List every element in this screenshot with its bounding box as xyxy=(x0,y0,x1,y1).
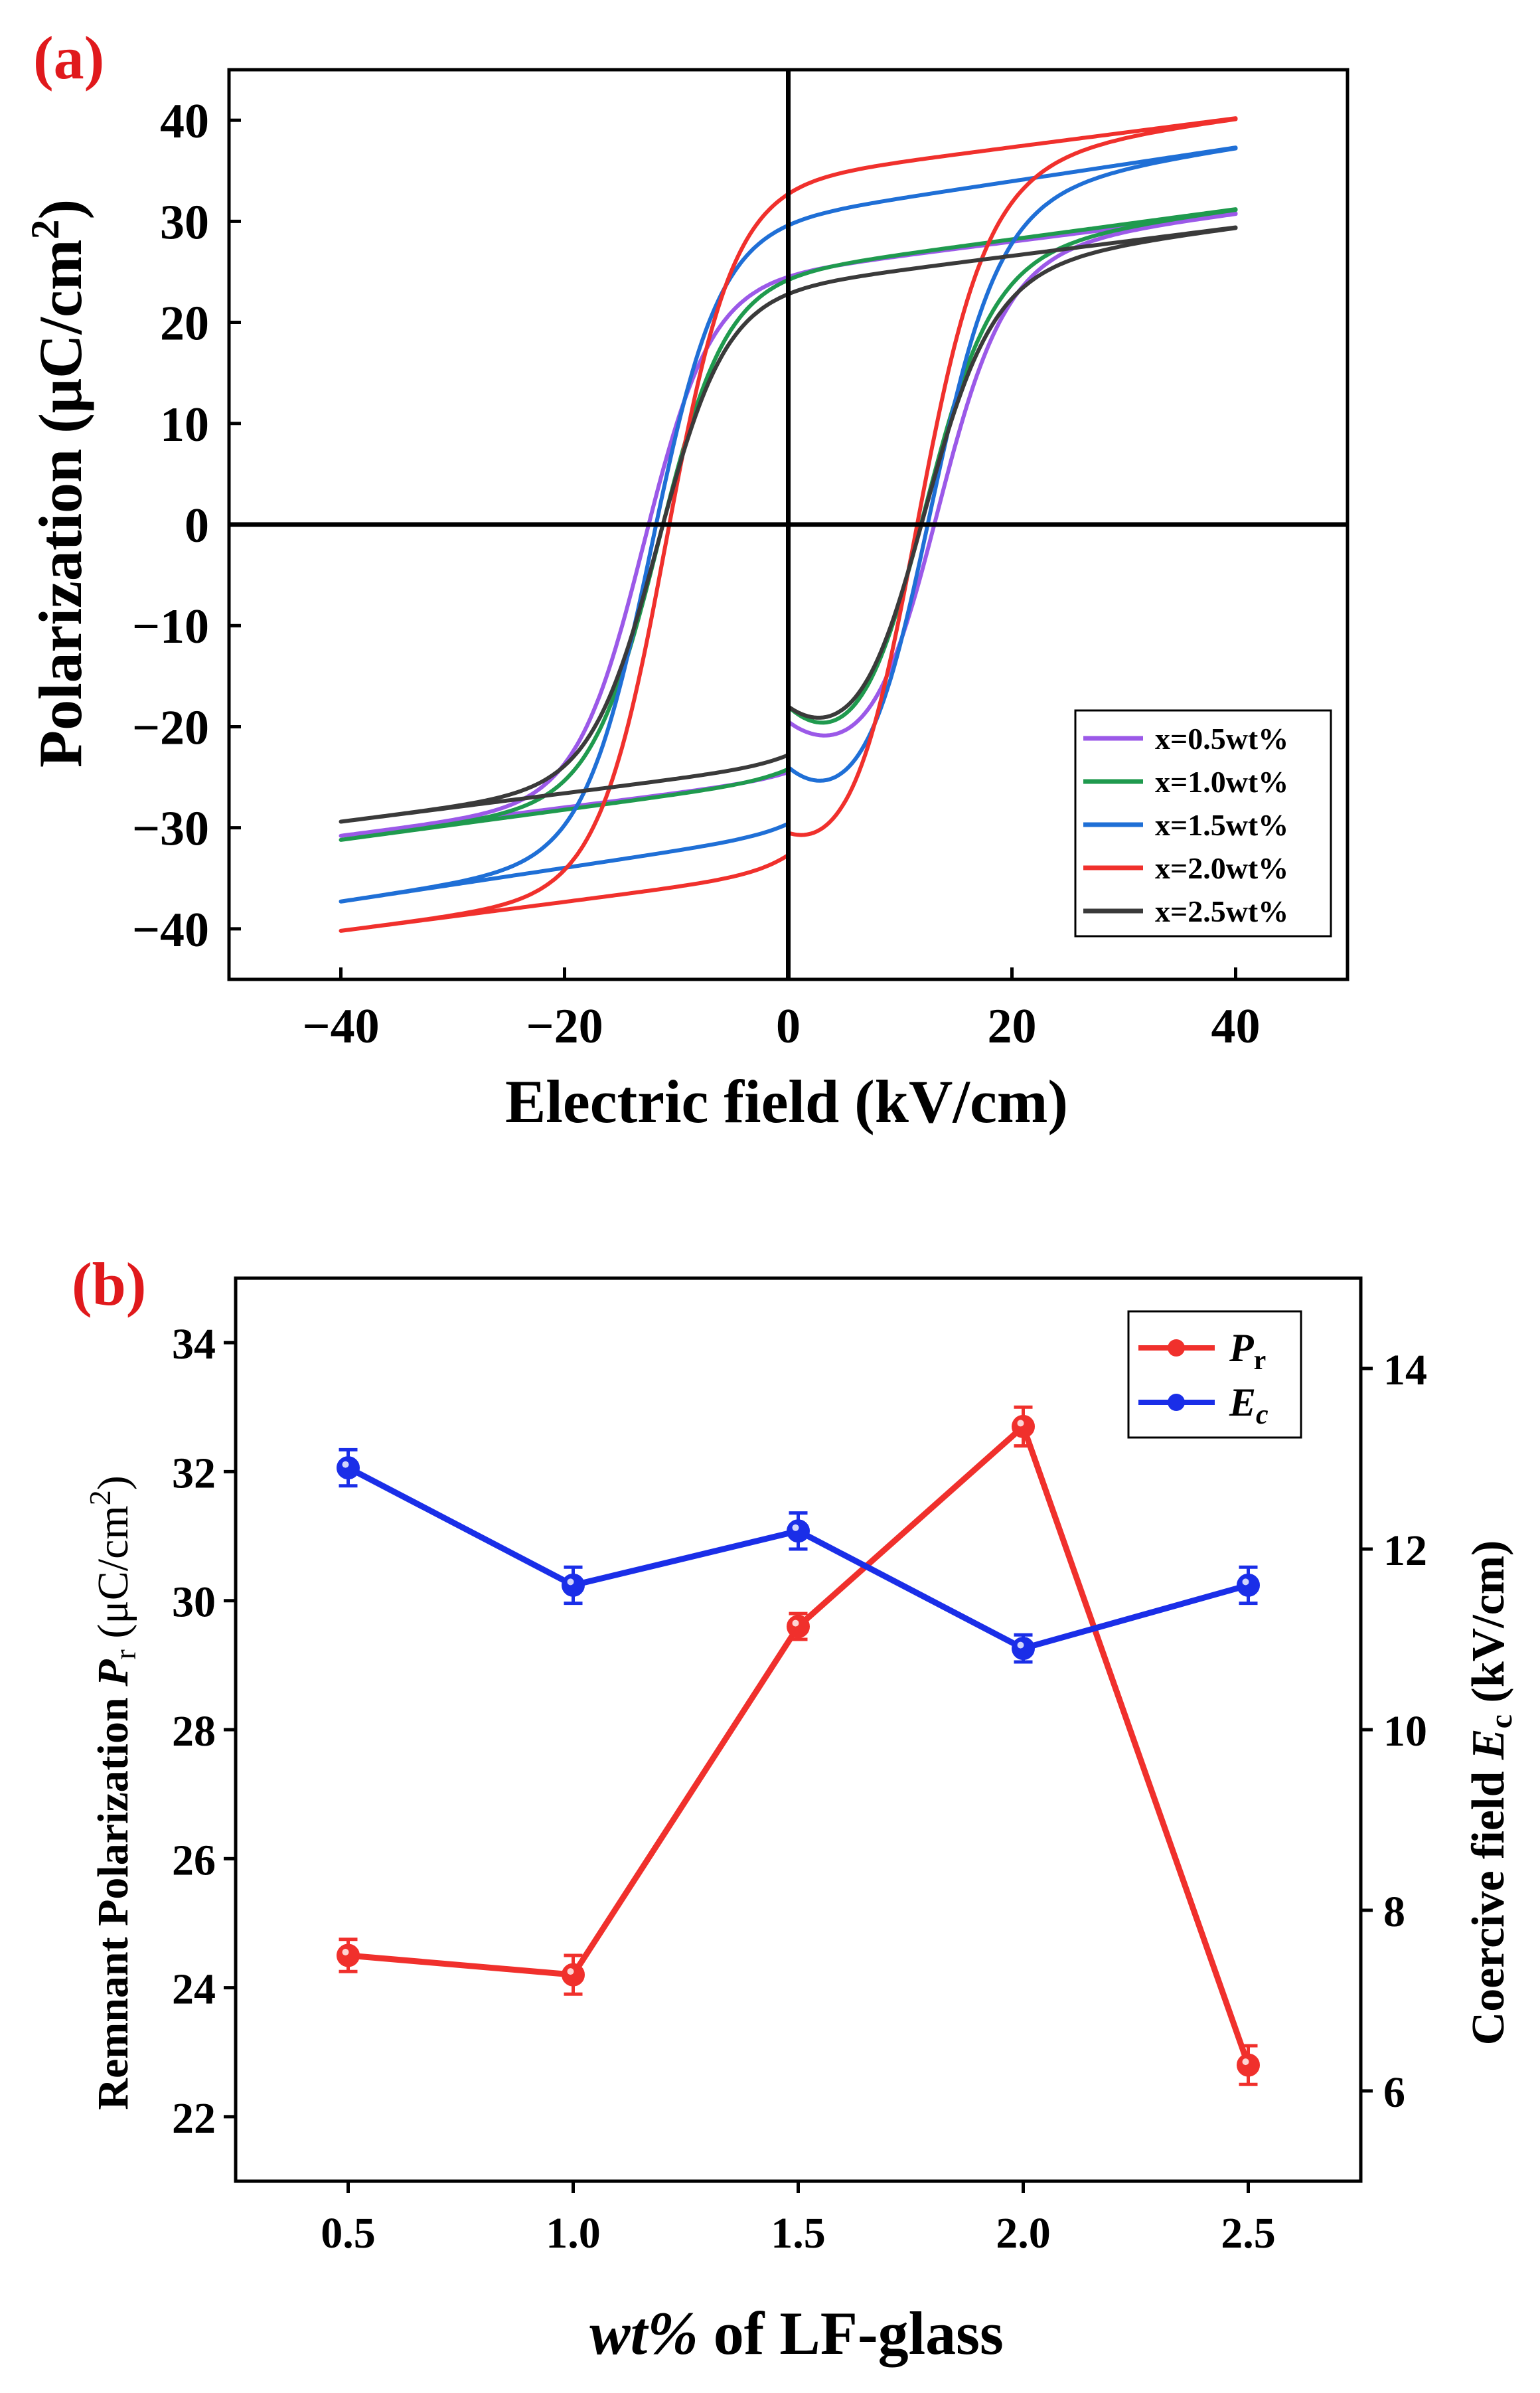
right-y-tick-label: 10 xyxy=(1383,1707,1427,1756)
left-y-tick-label: 22 xyxy=(172,2094,216,2143)
x-tick-label: 0 xyxy=(776,999,801,1054)
panel-b-x-axis-title-italic: wt% xyxy=(589,2299,698,2367)
panel-b-right-y-axis-title: Coercive field Ec (kV/cm) xyxy=(1463,1540,1519,2046)
data-point-highlight xyxy=(1017,1641,1024,1649)
right-y-title-text: Coercive field xyxy=(1463,1772,1514,2046)
right-y-title-var: E xyxy=(1463,1728,1514,1760)
y-tick-label: 20 xyxy=(160,297,209,351)
left-y-title-text: Remnant Polarization xyxy=(89,1697,137,2109)
right-y-tick-label: 12 xyxy=(1383,1527,1427,1575)
data-point-highlight xyxy=(342,1949,349,1955)
left-y-tick-label: 30 xyxy=(172,1578,216,1627)
left-y-tick-label: 24 xyxy=(172,1965,216,2014)
panel-b-left-y-axis-title: Remnant Polarization Pr (μC/cm2) xyxy=(83,1475,142,2109)
data-point-c xyxy=(337,1456,360,1480)
data-point-r xyxy=(1012,1414,1035,1438)
legend-entry-label: x=2.0wt% xyxy=(1155,851,1288,885)
data-point-r xyxy=(337,1943,360,1967)
panel-a-y-axis-title: Polarization (μC/cm2) xyxy=(23,199,94,768)
left-y-title-sub: r xyxy=(108,1649,142,1659)
legend-entry-label: Ec xyxy=(1229,1380,1269,1430)
panel-b-left-y-ticks: 22 24 26 28 30 32 34 xyxy=(172,1320,236,2143)
legend-entry-label: Pr xyxy=(1229,1326,1266,1376)
panel-b-pr-ec-chart: (b) 0.5 1.0 1.5 2.0 2.5 22 24 26 28 30 32 34 6 8 10 1… xyxy=(72,1250,1519,2367)
x-tick-label: 40 xyxy=(1211,999,1261,1054)
data-point-highlight xyxy=(792,1619,799,1627)
y-tick-label: −20 xyxy=(132,701,209,755)
data-point-highlight xyxy=(342,1461,349,1468)
panel-b-x-axis-title: wt% of LF-glass xyxy=(589,2299,1004,2367)
y-tick-label: 30 xyxy=(160,195,209,250)
panel-b-series xyxy=(337,1405,1260,2086)
x-tick-label: 20 xyxy=(988,999,1037,1054)
panel-a-y-axis-title-end: ) xyxy=(27,199,94,220)
x-tick-label: 1.0 xyxy=(546,2209,601,2258)
data-point-highlight xyxy=(567,1968,574,1975)
right-y-tick-label: 14 xyxy=(1383,1346,1427,1394)
data-point-c xyxy=(562,1573,585,1597)
panel-a-label: (a) xyxy=(33,24,104,92)
legend-entry-label: x=1.5wt% xyxy=(1155,808,1288,842)
right-y-tick-label: 8 xyxy=(1383,1888,1405,1936)
panel-b-right-y-ticks: 6 8 10 12 14 xyxy=(1361,1346,1427,2117)
x-tick-label: 2.0 xyxy=(996,2209,1051,2258)
left-y-tick-label: 34 xyxy=(172,1320,216,1368)
data-point-c xyxy=(1237,1573,1260,1597)
left-y-title-end: ) xyxy=(89,1475,137,1490)
panel-b-x-axis-title-rest: of LF-glass xyxy=(698,2299,1004,2367)
data-point-c xyxy=(787,1519,810,1543)
data-point-highlight xyxy=(567,1578,574,1586)
legend-marker xyxy=(1168,1339,1185,1357)
panel-b-legend-box xyxy=(1127,1310,1302,1439)
x-tick-label: 2.5 xyxy=(1221,2209,1276,2258)
left-y-tick-label: 26 xyxy=(172,1836,216,1884)
legend-entry-label: x=2.5wt% xyxy=(1155,894,1288,928)
x-tick-label: −20 xyxy=(526,999,603,1054)
left-y-tick-label: 32 xyxy=(172,1449,216,1497)
right-y-title-sub: c xyxy=(1484,1714,1519,1728)
data-point-r xyxy=(787,1615,810,1639)
panel-a-y-axis-title-sup: 2 xyxy=(23,220,67,240)
panel-b-x-ticks: 0.5 1.0 1.5 2.0 2.5 xyxy=(321,2181,1276,2258)
right-y-title-unit: (kV/cm) xyxy=(1463,1540,1514,1714)
y-tick-label: 40 xyxy=(160,94,209,149)
x-tick-label: 0.5 xyxy=(321,2209,376,2258)
data-point-highlight xyxy=(1242,2058,1249,2066)
left-y-title-var: P xyxy=(89,1659,137,1687)
data-point-c xyxy=(1012,1637,1035,1661)
legend-entry-label: x=1.0wt% xyxy=(1155,765,1288,799)
data-point-highlight xyxy=(792,1524,799,1531)
data-point-highlight xyxy=(1242,1578,1249,1586)
y-tick-label: 0 xyxy=(185,499,209,553)
left-y-title-unit: (μC/cm xyxy=(89,1505,137,1649)
panel-a-y-ticks: −40 −30 −20 −10 0 10 20 30 40 xyxy=(132,94,241,957)
y-tick-label: −30 xyxy=(132,802,209,857)
data-point-highlight xyxy=(1017,1420,1024,1427)
panel-a-legend: x=0.5wt% x=1.0wt% x=1.5wt% x=2.0wt% x=2.5wt% xyxy=(1074,709,1332,938)
x-tick-label: 1.5 xyxy=(771,2209,826,2258)
panel-b-label: (b) xyxy=(72,1250,146,1318)
data-point-r xyxy=(562,1963,585,1987)
legend-entry-label: x=0.5wt% xyxy=(1155,722,1288,756)
right-y-tick-label: 6 xyxy=(1383,2068,1405,2117)
panel-a-x-axis-title: Electric field (kV/cm) xyxy=(505,1068,1068,1135)
left-y-tick-label: 28 xyxy=(172,1707,216,1756)
panel-a-y-axis-title-main: Polarization (μC/cm xyxy=(27,240,94,768)
panel-a-x-ticks: −40 −20 0 20 40 xyxy=(302,967,1261,1054)
y-tick-label: −40 xyxy=(132,903,209,957)
panel-a-hysteresis-chart: (a) −40 −20 0 20 40 −40 −30 −20 −10 0 10 20 30 40 El… xyxy=(23,24,1349,1135)
legend-marker xyxy=(1168,1394,1185,1411)
y-tick-label: 10 xyxy=(160,398,209,452)
y-tick-label: −10 xyxy=(132,600,209,654)
data-point-r xyxy=(1237,2053,1260,2077)
left-y-title-sup: 2 xyxy=(83,1490,117,1505)
x-tick-label: −40 xyxy=(302,999,379,1054)
